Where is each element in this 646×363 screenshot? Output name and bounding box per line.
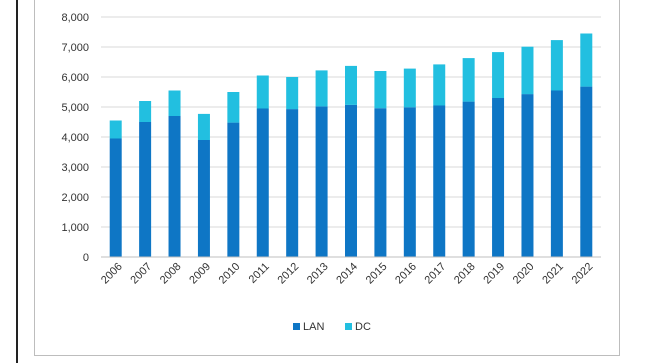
x-tick-label: 2011 xyxy=(247,261,272,286)
bar-dc-2019 xyxy=(492,52,505,98)
left-border-line xyxy=(16,0,18,363)
y-tick-label: 3,000 xyxy=(61,162,89,174)
bar-dc-2015 xyxy=(374,71,387,109)
bar-dc-2011 xyxy=(256,75,269,109)
x-tick-label: 2019 xyxy=(481,261,507,287)
y-tick-label: 6,000 xyxy=(61,72,89,84)
bar-dc-2014 xyxy=(345,65,357,105)
y-tick-label: 1,000 xyxy=(61,222,89,234)
bar-lan-2008 xyxy=(168,116,181,257)
bar-dc-2012 xyxy=(286,77,299,110)
y-tick-label: 0 xyxy=(83,252,89,264)
x-tick-label: 2016 xyxy=(393,261,419,287)
bar-lan-2020 xyxy=(521,94,534,257)
x-axis-ticks: 2006 2007 2008 2009 2010 2011 2012 2013 2014 2015… xyxy=(99,261,595,287)
x-tick-label: 2009 xyxy=(187,261,213,287)
bar-dc-2022 xyxy=(580,33,593,87)
x-tick-label: 2021 xyxy=(540,261,566,287)
x-tick-label: 2017 xyxy=(423,261,449,287)
legend: LAN DC xyxy=(293,321,371,333)
bar-lan-2012 xyxy=(286,109,299,257)
x-tick-label: 2007 xyxy=(128,261,154,287)
bar-lan-2021 xyxy=(550,90,563,257)
y-tick-label: 8,000 xyxy=(61,12,89,24)
bar-dc-2009 xyxy=(197,113,210,140)
bar-lan-2018 xyxy=(462,101,475,257)
bar-dc-2018 xyxy=(462,58,475,102)
x-tick-label: 2012 xyxy=(275,261,301,287)
bar-lan-2013 xyxy=(315,106,328,258)
y-tick-label: 5,000 xyxy=(61,102,89,114)
bar-dc-2013 xyxy=(315,70,328,107)
bar-lan-2015 xyxy=(374,108,387,257)
bar-lan-2019 xyxy=(492,98,505,257)
bar-lan-2007 xyxy=(139,122,152,257)
x-tick-label: 2015 xyxy=(364,261,390,287)
bar-lan-2009 xyxy=(197,140,210,257)
bar-dc-2006 xyxy=(109,120,122,139)
bar-lan-2022 xyxy=(580,86,593,257)
legend-label-dc: DC xyxy=(355,321,371,333)
x-tick-label: 2018 xyxy=(452,261,478,287)
bar-dc-2010 xyxy=(227,92,240,123)
x-tick-label: 2013 xyxy=(305,261,331,287)
legend-label-lan: LAN xyxy=(303,321,324,333)
bar-dc-2016 xyxy=(403,68,416,108)
bar-lan-2014 xyxy=(345,104,357,258)
y-tick-label: 4,000 xyxy=(61,132,89,144)
x-tick-label: 2010 xyxy=(217,261,243,287)
x-tick-label: 2022 xyxy=(570,261,596,287)
x-tick-label: 2006 xyxy=(99,261,125,287)
x-tick-label: 2020 xyxy=(511,261,537,287)
chart-frame: 0 1,000 2,000 3,000 4,000 5,000 6,000 7,000 8,00… xyxy=(34,0,620,356)
bar-dc-2020 xyxy=(521,46,534,95)
bar-dc-2008 xyxy=(168,90,181,116)
bars xyxy=(109,33,593,258)
y-tick-label: 2,000 xyxy=(61,192,89,204)
x-tick-label: 2014 xyxy=(334,261,360,287)
x-tick-label: 2008 xyxy=(158,261,184,287)
y-axis-ticks: 0 1,000 2,000 3,000 4,000 5,000 6,000 7,000 8,00… xyxy=(61,12,89,264)
bar-lan-2011 xyxy=(256,108,269,257)
bar-dc-2007 xyxy=(139,101,152,122)
bar-lan-2010 xyxy=(227,122,240,257)
bar-dc-2021 xyxy=(550,40,563,91)
legend-swatch-lan xyxy=(293,323,300,330)
bar-lan-2017 xyxy=(433,105,446,257)
y-tick-label: 7,000 xyxy=(61,42,89,54)
stacked-bar-chart: 0 1,000 2,000 3,000 4,000 5,000 6,000 7,000 8,00… xyxy=(61,12,601,333)
bar-dc-2017 xyxy=(433,64,446,106)
legend-swatch-dc xyxy=(345,323,352,330)
bar-lan-2016 xyxy=(403,107,416,257)
bar-lan-2006 xyxy=(109,138,122,257)
